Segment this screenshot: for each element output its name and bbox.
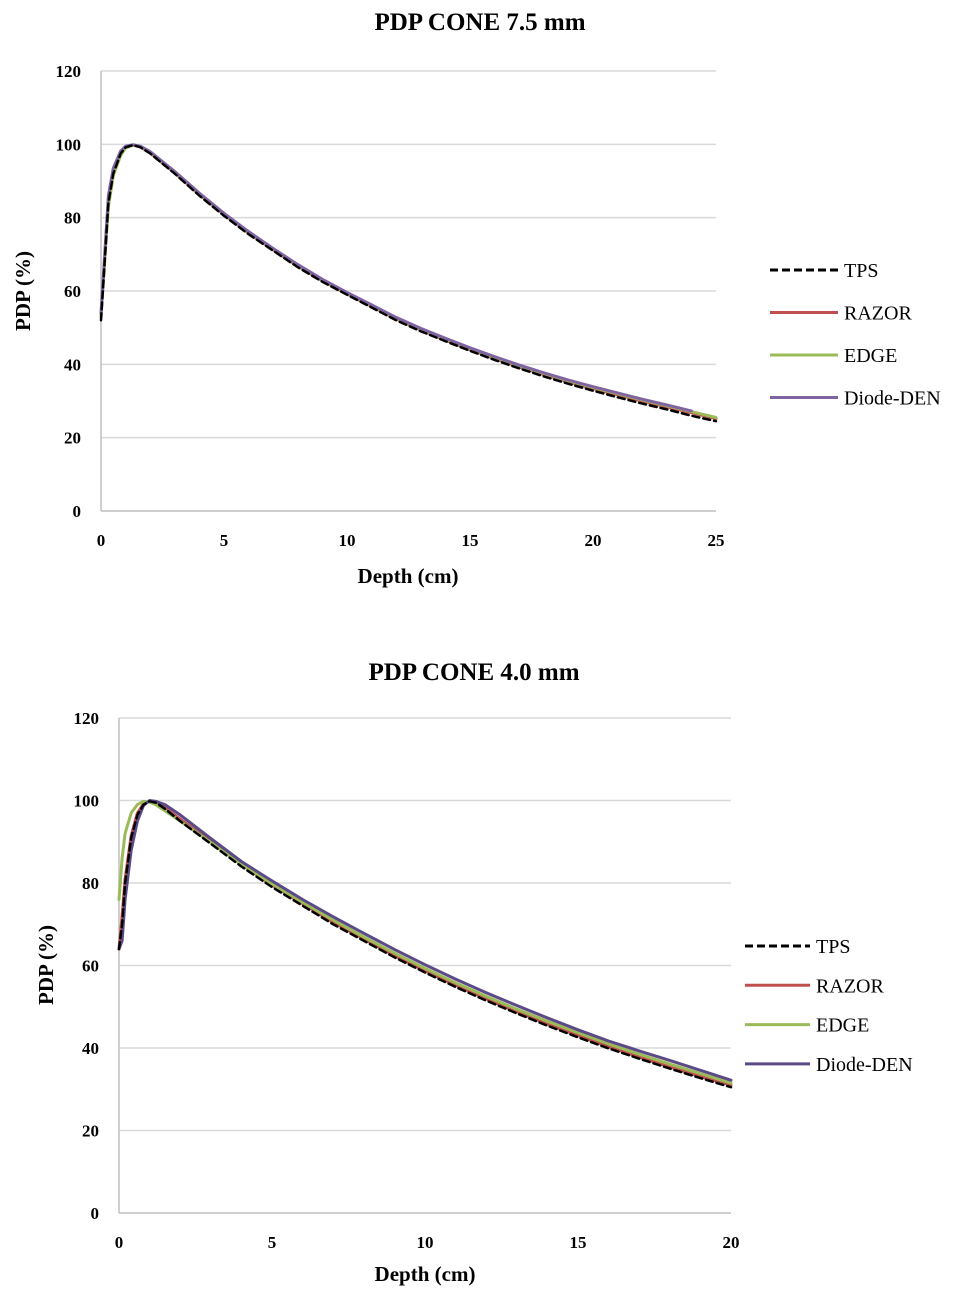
y-tick-0: 0 (91, 1204, 100, 1223)
y-tick-120: 120 (74, 709, 100, 728)
legend-label-diode-den: Diode-DEN (844, 388, 941, 410)
x-tick-15: 15 (570, 1233, 587, 1252)
series-lines (117, 799, 733, 1089)
axes (118, 718, 731, 1214)
series-line-diode-den (99, 143, 693, 413)
legend-label-razor: RAZOR (844, 303, 912, 325)
y-tick-labels: 0 20 40 60 80 100 120 (56, 62, 82, 521)
legend-label-diode-den: Diode-DEN (816, 1054, 913, 1076)
y-tick-labels: 0 20 40 60 80 100 120 (74, 709, 100, 1223)
legend-label-edge: EDGE (844, 345, 897, 367)
series-line-edge (117, 799, 733, 1085)
x-tick-labels: 0 5 10 15 20 (115, 1233, 740, 1252)
chart-title: PDP CONE 4.0 mm (368, 659, 579, 686)
x-tick-5: 5 (268, 1233, 277, 1252)
legend: TPS RAZOR EDGE Diode-DEN (745, 936, 913, 1076)
x-tick-15: 15 (462, 531, 479, 550)
chart-title: PDP CONE 7.5 mm (374, 9, 585, 36)
x-tick-10: 10 (417, 1233, 434, 1252)
series-line-tps (99, 143, 718, 423)
y-tick-100: 100 (56, 135, 82, 154)
x-tick-25: 25 (708, 531, 725, 550)
y-tick-0: 0 (73, 502, 82, 521)
x-tick-10: 10 (339, 531, 356, 550)
legend-label-razor: RAZOR (816, 975, 884, 997)
x-tick-20: 20 (723, 1233, 740, 1252)
x-tick-0: 0 (97, 531, 106, 550)
chart-pdp-cone-7-5mm: PDP CONE 7.5 mm 0 20 40 60 80 100 120 0 5 10 15 20… (11, 9, 941, 588)
y-tick-20: 20 (82, 1122, 99, 1141)
series-line-tps (117, 800, 733, 1089)
y-tick-80: 80 (82, 874, 99, 893)
y-tick-60: 60 (82, 957, 99, 976)
x-tick-20: 20 (585, 531, 602, 550)
y-tick-100: 100 (74, 792, 100, 811)
x-tick-labels: 0 5 10 15 20 25 (97, 531, 725, 550)
gridlines (119, 717, 731, 1132)
legend-label-tps: TPS (816, 936, 850, 958)
y-tick-20: 20 (64, 429, 81, 448)
y-axis-label: PDP (%) (34, 925, 58, 1005)
legend-label-tps: TPS (844, 260, 878, 282)
y-tick-40: 40 (64, 355, 81, 374)
legend-label-edge: EDGE (816, 1015, 869, 1037)
x-axis-label: Depth (cm) (358, 564, 459, 588)
y-tick-60: 60 (64, 282, 81, 301)
gridlines (101, 70, 716, 439)
y-axis-label: PDP (%) (11, 251, 35, 331)
y-tick-120: 120 (56, 62, 82, 81)
series-lines (99, 143, 718, 423)
series-line-diode-den (117, 799, 733, 1082)
x-axis-label: Depth (cm) (375, 1262, 476, 1286)
legend: TPS RAZOR EDGE Diode-DEN (770, 260, 941, 410)
x-tick-5: 5 (220, 531, 229, 550)
chart-pdp-cone-4-0mm: PDP CONE 4.0 mm 0 20 40 60 80 100 120 0 5 10 15 20… (34, 659, 913, 1286)
x-tick-0: 0 (115, 1233, 124, 1252)
y-tick-40: 40 (82, 1039, 99, 1058)
y-tick-80: 80 (64, 209, 81, 228)
